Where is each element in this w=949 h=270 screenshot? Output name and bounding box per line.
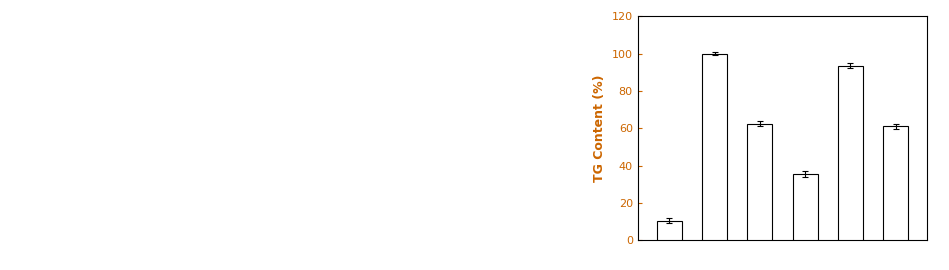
Bar — [748, 124, 772, 240]
Bar — [657, 221, 681, 240]
Bar — [792, 174, 817, 240]
Y-axis label: TG Content (%): TG Content (%) — [593, 75, 606, 182]
Bar — [884, 126, 908, 240]
Bar — [838, 66, 863, 240]
Bar — [702, 53, 727, 240]
